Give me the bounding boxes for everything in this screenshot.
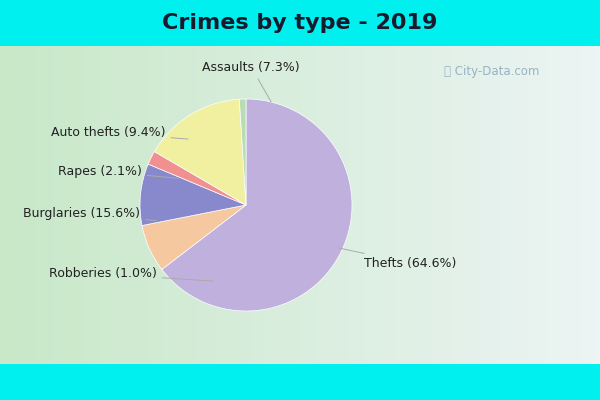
Wedge shape — [148, 152, 246, 205]
Text: Auto thefts (9.4%): Auto thefts (9.4%) — [51, 126, 188, 140]
Text: Robberies (1.0%): Robberies (1.0%) — [49, 267, 214, 281]
Wedge shape — [239, 99, 246, 205]
Text: Crimes by type - 2019: Crimes by type - 2019 — [163, 13, 437, 33]
Text: Burglaries (15.6%): Burglaries (15.6%) — [23, 207, 157, 221]
Wedge shape — [154, 99, 246, 205]
Text: ⓘ City-Data.com: ⓘ City-Data.com — [445, 66, 539, 78]
Wedge shape — [140, 164, 246, 226]
Text: Assaults (7.3%): Assaults (7.3%) — [202, 61, 300, 102]
Text: Rapes (2.1%): Rapes (2.1%) — [58, 164, 178, 178]
Wedge shape — [142, 205, 246, 270]
Wedge shape — [162, 99, 352, 311]
Text: Thefts (64.6%): Thefts (64.6%) — [339, 248, 457, 270]
